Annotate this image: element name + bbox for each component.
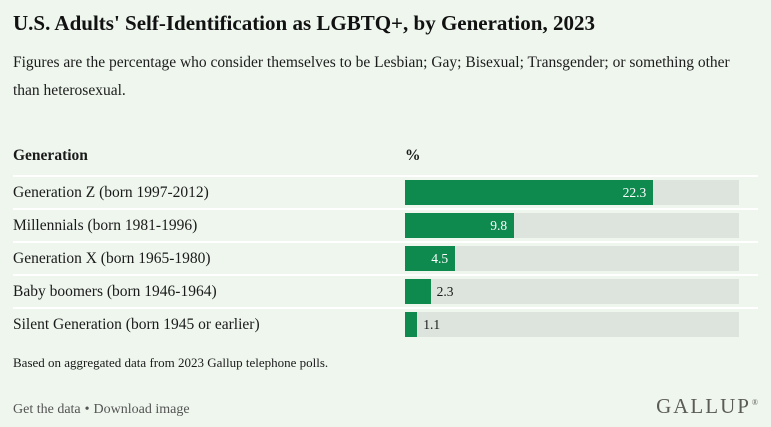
bar-cell: 2.3: [405, 279, 758, 305]
bar-track: 1.1: [405, 312, 739, 338]
bar-cell: 22.3: [405, 180, 758, 206]
link-separator: •: [84, 402, 90, 418]
bar-cell: 9.8: [405, 213, 758, 239]
table-row: Generation Z (born 1997-2012) 22.3: [13, 177, 758, 208]
row-label: Silent Generation (born 1945 or earlier): [13, 315, 260, 333]
get-the-data-link[interactable]: Get the data: [13, 402, 81, 418]
column-header-generation: Generation: [13, 147, 88, 165]
row-label: Generation X (born 1965-1980): [13, 249, 211, 267]
page-subtitle: Figures are the percentage who consider …: [13, 54, 730, 100]
page-title: U.S. Adults' Self-Identification as LGBT…: [13, 11, 595, 35]
table-row: Generation X (born 1965-1980) 4.5: [13, 241, 758, 274]
download-image-link[interactable]: Download image: [93, 402, 190, 418]
bar-value-label: 1.1: [423, 316, 441, 332]
bar-fill: 4.5: [405, 246, 456, 272]
bar-value-label: 9.8: [490, 217, 508, 233]
bar-fill: [405, 279, 431, 305]
column-header-percent: %: [405, 147, 421, 165]
bar-fill: [405, 312, 418, 338]
bar-fill: 9.8: [405, 213, 515, 239]
row-label: Millennials (born 1981-1996): [13, 216, 198, 234]
row-label: Generation Z (born 1997-2012): [13, 183, 209, 201]
bar-track: 2.3: [405, 279, 739, 305]
bar-track: 4.5: [405, 246, 739, 272]
registered-trademark-icon: ®: [751, 398, 758, 408]
footer-links: Get the data • Download image: [13, 402, 190, 418]
footer: Get the data • Download image GALLUP®: [13, 394, 758, 419]
bar-cell: 4.5: [405, 246, 758, 272]
bar-chart: Generation Z (born 1997-2012) 22.3 Millenn…: [13, 177, 758, 340]
bar-value-label: 2.3: [436, 283, 454, 299]
bar-track: 9.8: [405, 213, 739, 239]
bar-cell: 1.1: [405, 312, 758, 338]
table-row: Baby boomers (born 1946-1964) 2.3: [13, 274, 758, 307]
bar-value-label: 4.5: [431, 250, 449, 266]
source-footnote: Based on aggregated data from 2023 Gallu…: [13, 355, 329, 371]
bar-fill: 22.3: [405, 180, 654, 206]
table-row: Millennials (born 1981-1996) 9.8: [13, 208, 758, 241]
table-header: Generation %: [13, 147, 758, 178]
gallup-logo: GALLUP®: [656, 394, 758, 419]
bar-value-label: 22.3: [622, 184, 647, 200]
table-row: Silent Generation (born 1945 or earlier)…: [13, 307, 758, 340]
bar-track: 22.3: [405, 180, 739, 206]
gallup-wordmark: GALLUP: [656, 394, 751, 419]
row-label: Baby boomers (born 1946-1964): [13, 282, 217, 300]
